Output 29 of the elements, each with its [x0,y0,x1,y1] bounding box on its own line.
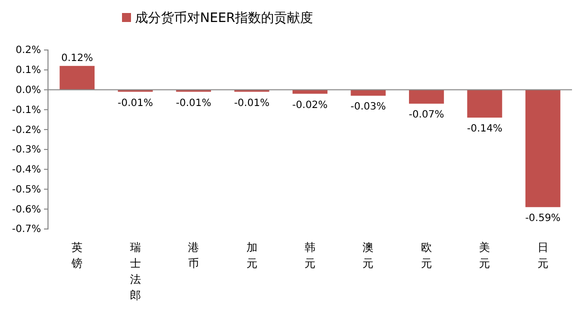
y-tick-label: -0.5% [12,184,41,196]
x-tick-label: 港币 [188,241,200,270]
y-tick-label: 0.1% [16,65,41,76]
y-tick-label: -0.7% [12,224,41,236]
x-tick-label: 澳元 [362,241,374,270]
x-tick-label: 英镑 [70,241,83,270]
data-label: -0.03% [350,102,386,113]
legend-label: 成分货币对NEER指数的贡献度 [135,10,314,26]
y-tick-label: -0.3% [12,144,41,156]
x-tick-label: 日元 [537,241,548,270]
data-label: -0.07% [408,110,444,121]
x-tick-label: 欧元 [420,241,432,270]
x-tick-label: 韩元 [304,241,316,270]
y-tick-label: -0.6% [12,204,41,216]
data-label: -0.01% [176,98,212,109]
data-label: -0.01% [234,98,270,109]
y-tick-label: -0.2% [12,124,41,136]
data-label: 0.12% [61,52,93,64]
data-label: -0.01% [118,98,154,109]
data-label: -0.02% [292,100,328,111]
data-label: -0.59% [525,213,561,224]
y-tick-label: 0.0% [16,84,41,96]
y-tick-label: -0.4% [12,164,41,176]
y-tick-label: -0.1% [12,104,41,116]
y-tick-label: 0.2% [16,45,41,56]
x-tick-label: 加元 [246,241,258,270]
x-tick-label: 美元 [479,241,490,270]
x-tick-label: 瑞士法郎 [130,241,141,302]
data-label: -0.14% [466,124,502,135]
